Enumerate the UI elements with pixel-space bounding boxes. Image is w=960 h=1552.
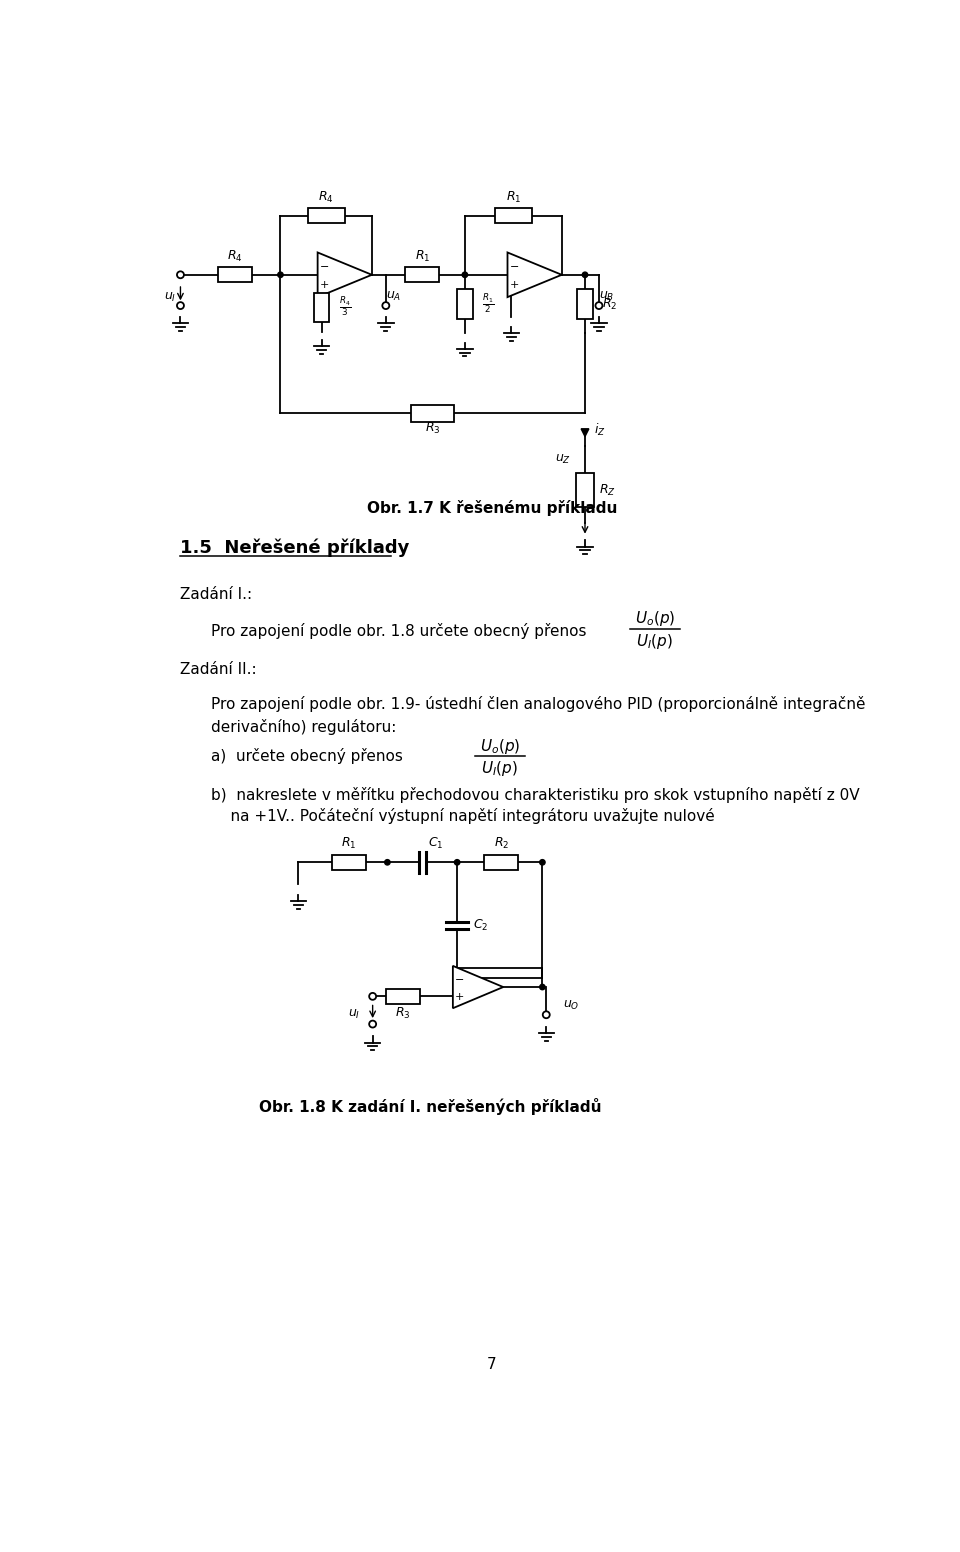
- Circle shape: [540, 860, 545, 864]
- Text: $-$: $-$: [319, 261, 329, 270]
- Circle shape: [370, 993, 376, 999]
- Text: b)  nakreslete v měřítku přechodovou charakteristiku pro skok vstupního napětí z: b) nakreslete v měřítku přechodovou char…: [211, 787, 860, 802]
- Circle shape: [277, 272, 283, 278]
- Text: $u_B$: $u_B$: [599, 290, 614, 303]
- Bar: [577, 289, 592, 318]
- Polygon shape: [318, 253, 372, 296]
- Text: na +1V.. Počáteční výstupní napětí integrátoru uvažujte nulové: na +1V.. Počáteční výstupní napětí integ…: [211, 809, 715, 824]
- Text: Pro zapojení podle obr. 1.8 určete obecný přenos: Pro zapojení podle obr. 1.8 určete obecn…: [211, 624, 587, 639]
- Text: $+$: $+$: [454, 990, 464, 1003]
- Text: $+$: $+$: [319, 279, 329, 290]
- Polygon shape: [453, 965, 503, 1009]
- Text: Zadání II.:: Zadání II.:: [180, 663, 257, 677]
- Text: $\frac{R_4}{3}$: $\frac{R_4}{3}$: [339, 296, 350, 320]
- Bar: [411, 405, 454, 422]
- Text: $u_O$: $u_O$: [564, 999, 580, 1012]
- Circle shape: [583, 272, 588, 278]
- Text: $u_I$: $u_I$: [348, 1009, 360, 1021]
- Text: $-$: $-$: [509, 261, 519, 270]
- Bar: [457, 289, 472, 318]
- Circle shape: [540, 984, 545, 990]
- Circle shape: [370, 1021, 376, 1027]
- Text: $C_2$: $C_2$: [472, 917, 488, 933]
- Circle shape: [462, 272, 468, 278]
- Text: $R_4$: $R_4$: [227, 248, 243, 264]
- Text: $u_Z$: $u_Z$: [555, 453, 571, 466]
- Text: 1.5  Neřešené příklady: 1.5 Neřešené příklady: [180, 539, 410, 557]
- Text: $U_I(p)$: $U_I(p)$: [481, 759, 518, 778]
- Circle shape: [382, 303, 390, 309]
- Text: a)  určete obecný přenos: a) určete obecný přenos: [211, 748, 403, 764]
- Text: $R_4$: $R_4$: [319, 189, 334, 205]
- Text: 7: 7: [487, 1356, 497, 1372]
- Bar: [576, 473, 593, 508]
- Text: $U_o(p)$: $U_o(p)$: [635, 610, 675, 629]
- Text: $U_o(p)$: $U_o(p)$: [480, 737, 520, 756]
- Bar: [307, 208, 345, 223]
- Text: $\frac{R_1}{2}$: $\frac{R_1}{2}$: [482, 292, 494, 315]
- Bar: [405, 267, 440, 282]
- Text: Zadání I.:: Zadání I.:: [180, 587, 252, 602]
- Text: $R_1$: $R_1$: [415, 248, 430, 264]
- Text: Obr. 1.7 K řešenému příkladu: Obr. 1.7 K řešenému příkladu: [367, 500, 617, 517]
- Text: derivačního) regulátoru:: derivačního) regulátoru:: [211, 719, 396, 734]
- Circle shape: [385, 860, 390, 864]
- Text: $U_I(p)$: $U_I(p)$: [636, 632, 673, 650]
- Text: Pro zapojení podle obr. 1.9- ústedhí člen analogového PID (proporcionálně integr: Pro zapojení podle obr. 1.9- ústedhí čle…: [211, 695, 866, 712]
- Text: $i_Z$: $i_Z$: [594, 422, 606, 438]
- Bar: [386, 989, 420, 1004]
- Circle shape: [542, 1012, 550, 1018]
- Text: $R_1$: $R_1$: [341, 837, 356, 852]
- Text: $u_I$: $u_I$: [164, 292, 177, 304]
- Text: $+$: $+$: [509, 279, 519, 290]
- Text: $-$: $-$: [454, 973, 464, 982]
- Bar: [484, 855, 518, 871]
- Circle shape: [454, 860, 460, 864]
- Bar: [314, 293, 329, 323]
- Circle shape: [177, 272, 184, 278]
- Bar: [331, 855, 366, 871]
- Text: $R_Z$: $R_Z$: [599, 483, 615, 498]
- Text: $R_3$: $R_3$: [396, 1006, 411, 1021]
- Text: $u_A$: $u_A$: [386, 290, 401, 303]
- Text: Obr. 1.8 K zadání I. neřešených příkladů: Obr. 1.8 K zadání I. neřešených příkladů: [259, 1097, 601, 1114]
- Polygon shape: [508, 253, 562, 296]
- Polygon shape: [581, 428, 588, 436]
- Text: $C_1$: $C_1$: [428, 837, 444, 852]
- Bar: [218, 267, 252, 282]
- Circle shape: [595, 303, 603, 309]
- Circle shape: [177, 303, 184, 309]
- Text: $R_1$: $R_1$: [506, 189, 521, 205]
- Text: $R_3$: $R_3$: [425, 421, 441, 436]
- Text: $R_2$: $R_2$: [493, 837, 509, 852]
- Bar: [494, 208, 532, 223]
- Text: $R_2$: $R_2$: [602, 296, 617, 312]
